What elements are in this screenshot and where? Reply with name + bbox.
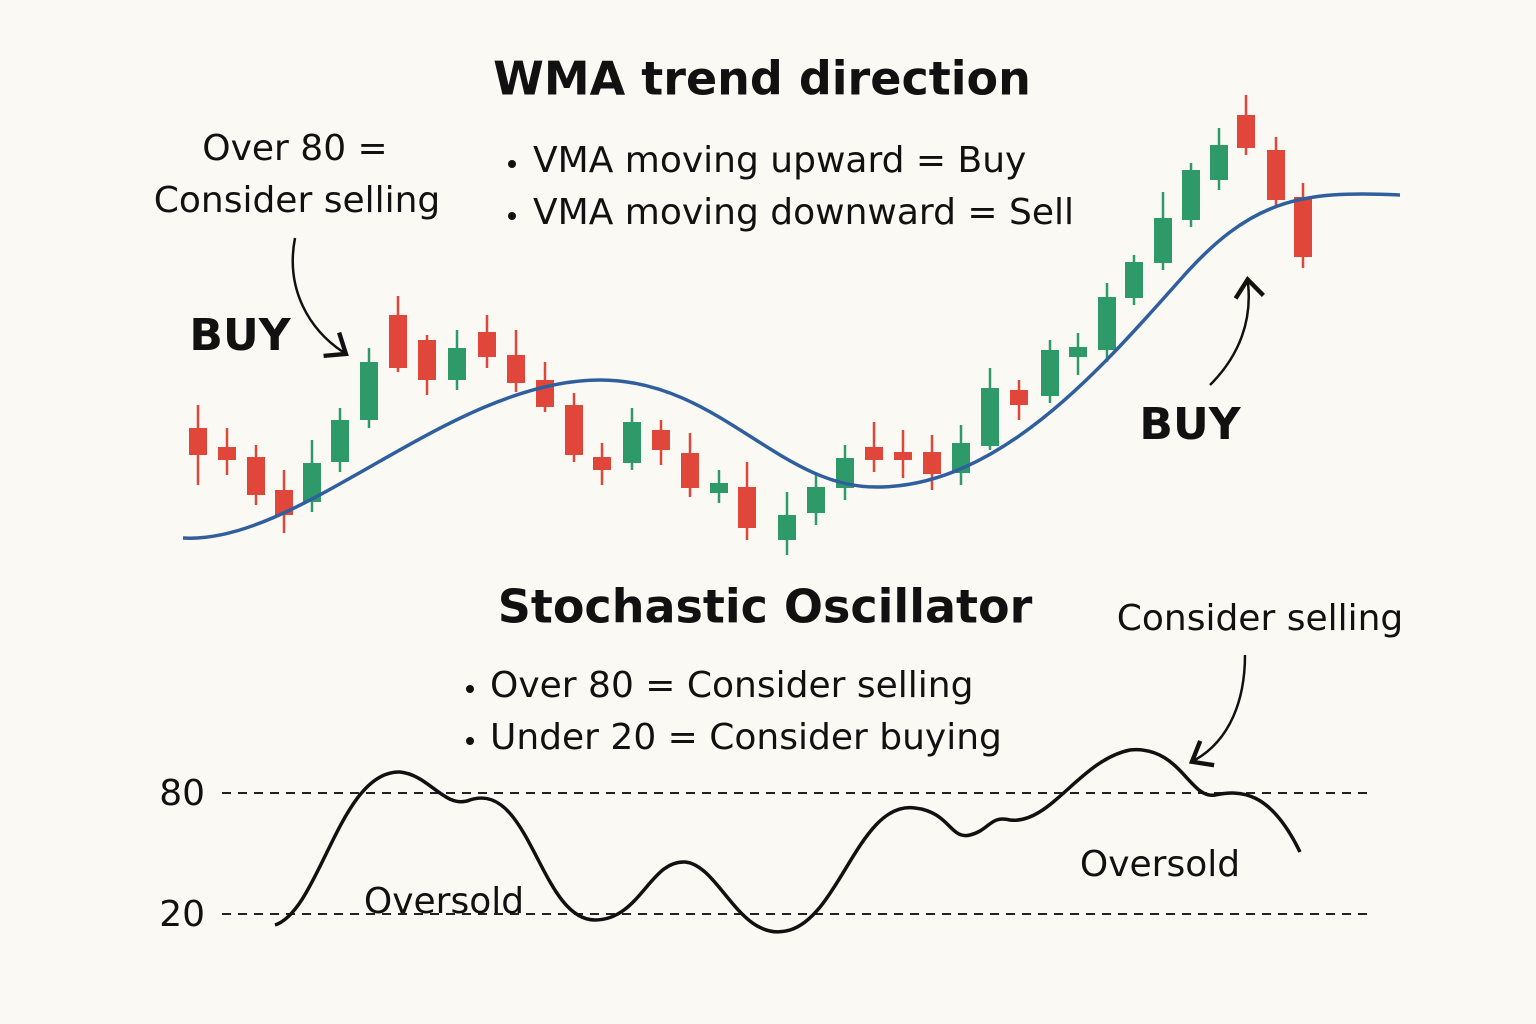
- bullet: [508, 160, 516, 168]
- candle-body: [1010, 390, 1028, 405]
- arrow: [1188, 654, 1247, 768]
- arrow: [291, 237, 349, 359]
- candle-body: [418, 340, 436, 380]
- candle-body: [507, 355, 525, 383]
- candle-body: [1182, 170, 1200, 220]
- note: Over 80 =: [202, 128, 387, 169]
- candle-body: [448, 348, 466, 380]
- title: WMA trend direction: [493, 52, 1031, 106]
- candle-body: [1041, 350, 1059, 396]
- buy-label: BUY: [1139, 399, 1241, 450]
- bullet-text: VMA moving downward = Sell: [533, 192, 1074, 233]
- candle-body: [923, 452, 941, 474]
- bullet: [508, 212, 516, 220]
- candle-body: [303, 463, 321, 502]
- candle-body: [1237, 115, 1255, 148]
- bullet: [466, 737, 474, 745]
- title: Stochastic Oscillator: [498, 580, 1033, 634]
- candle-body: [218, 447, 236, 460]
- stochastic-line: [274, 748, 1302, 934]
- candle-body: [807, 487, 825, 513]
- candle-body: [652, 430, 670, 450]
- bullet: [466, 685, 474, 693]
- candle-body: [865, 447, 883, 460]
- candle-body: [1294, 197, 1312, 257]
- candle-body: [247, 457, 265, 495]
- candle-body: [565, 405, 583, 455]
- candle-body: [1154, 218, 1172, 263]
- candle-body: [360, 362, 378, 420]
- candle-body: [681, 453, 699, 488]
- buy-label: BUY: [189, 310, 291, 361]
- candle-body: [189, 428, 207, 455]
- candle-body: [593, 457, 611, 470]
- candle-body: [331, 420, 349, 462]
- candle-body: [478, 332, 496, 357]
- candle-body: [894, 452, 912, 460]
- bullet-text: Under 20 = Consider buying: [490, 717, 1002, 758]
- oversold-label: Oversold: [364, 881, 524, 922]
- candle-body: [1210, 145, 1228, 180]
- candle-body: [623, 422, 641, 463]
- candle-body: [1125, 262, 1143, 298]
- wma-line: [182, 192, 1401, 540]
- oversold-label: Oversold: [1080, 844, 1240, 885]
- note: Consider selling: [154, 180, 441, 221]
- candle-body: [710, 483, 728, 493]
- note: Consider selling: [1117, 598, 1404, 639]
- candle-body: [1069, 347, 1087, 357]
- candle-body: [778, 515, 796, 540]
- candle-body: [389, 315, 407, 368]
- bullet-text: Over 80 = Consider selling: [490, 665, 973, 706]
- level-label: 80: [159, 773, 205, 814]
- level-label: 20: [159, 894, 205, 935]
- candle-body: [1267, 150, 1285, 200]
- arrow: [1209, 276, 1265, 386]
- bullet-text: VMA moving upward = Buy: [533, 140, 1026, 181]
- candles: [189, 95, 1312, 555]
- candle-body: [738, 487, 756, 528]
- candle-body: [981, 388, 999, 446]
- candle-body: [1098, 297, 1116, 350]
